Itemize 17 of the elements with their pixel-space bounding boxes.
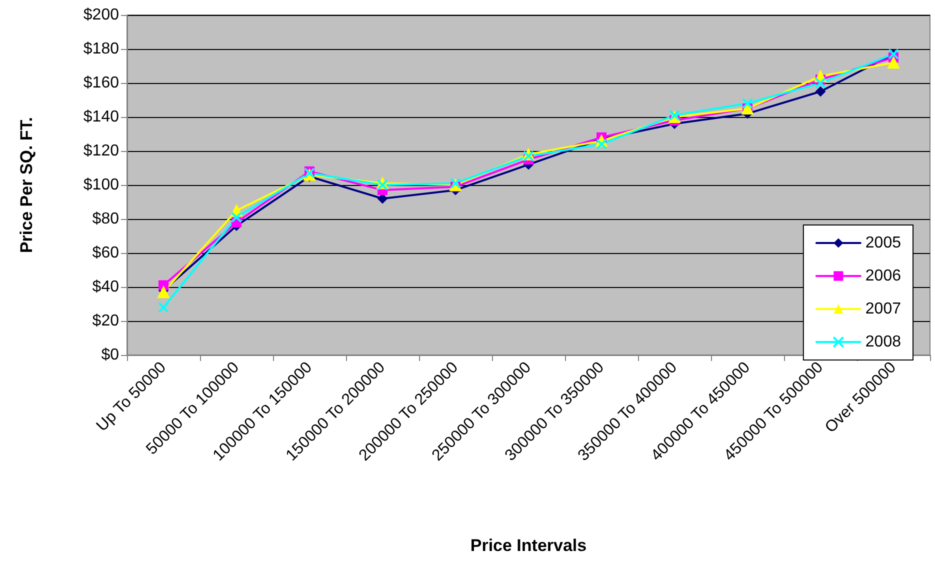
- legend-label: 2005: [865, 234, 902, 252]
- y-tick-label: $180: [83, 40, 120, 58]
- x-axis-title: Price Intervals: [470, 536, 587, 555]
- y-axis-title: Price Per SQ. FT.: [17, 116, 36, 254]
- legend-label: 2007: [865, 300, 902, 318]
- y-tick-label: $40: [92, 278, 120, 296]
- y-tick-label: $60: [92, 244, 120, 262]
- y-tick-label: $160: [83, 74, 120, 92]
- y-tick-label: $100: [83, 176, 120, 194]
- legend-label: 2006: [865, 268, 902, 284]
- legend-label: 2008: [865, 334, 902, 350]
- y-tick-label: $120: [83, 142, 120, 160]
- y-tick-label: $200: [83, 6, 120, 24]
- y-tick-label: $80: [92, 210, 120, 228]
- y-tick-label: $0: [101, 346, 120, 364]
- y-tick-label: $140: [83, 108, 120, 126]
- y-tick-label: $20: [92, 312, 120, 330]
